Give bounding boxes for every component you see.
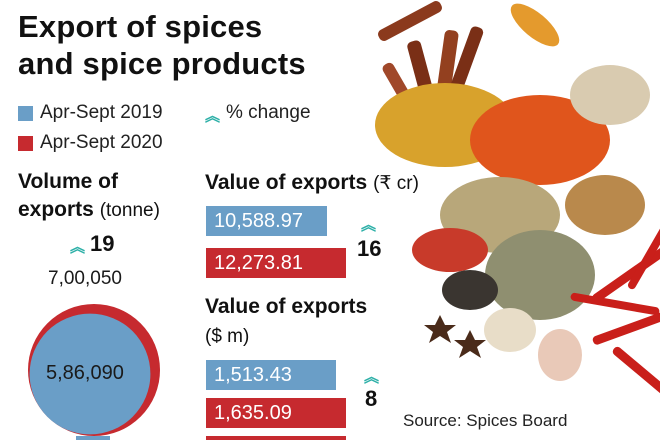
legend-label-change: % change xyxy=(226,102,311,123)
volume-bottom-tab xyxy=(76,436,110,440)
value-usd-heading-text: Value of exports xyxy=(205,295,368,318)
value-inr-unit: (₹ cr) xyxy=(373,173,419,194)
bar-inr-2020: 12,273.81 xyxy=(206,248,346,278)
spices-photo xyxy=(375,1,660,440)
source-note: Source: Spices Board xyxy=(403,411,568,430)
turmeric-root-image xyxy=(510,3,560,47)
volume-heading-line2-text: exports xyxy=(18,198,94,221)
bar-usd-2020: 1,635.09 xyxy=(206,398,346,428)
volume-2020-label: 7,00,050 xyxy=(48,268,122,289)
value-usd-unit: ($ m) xyxy=(205,326,250,347)
chili-powder-pile-image xyxy=(470,95,610,185)
source-backdrop xyxy=(395,400,545,440)
legend-label-2019: Apr-Sept 2019 xyxy=(40,102,163,123)
value-inr-heading-text: Value of exports xyxy=(205,171,368,194)
double-chevron-up-icon: ︽ xyxy=(205,108,220,125)
red-chillies-image xyxy=(570,218,660,402)
rosemary-pile-image xyxy=(485,230,595,320)
legend-label-2020: Apr-Sept 2020 xyxy=(40,132,163,153)
value-inr-change-icon: ︽ xyxy=(361,217,376,234)
title-line-1: Export of spices xyxy=(18,9,263,44)
volume-heading-line2: exports (tonne) xyxy=(18,196,160,225)
volume-circles xyxy=(28,304,160,440)
bar-inr-2019: 10,588.97 xyxy=(206,206,327,236)
value-inr-heading: Value of exports (₹ cr) xyxy=(205,171,419,195)
goji-berries-image xyxy=(412,228,488,272)
volume-circle-2019 xyxy=(29,313,151,435)
volume-heading-line1: Volume of xyxy=(18,170,118,193)
value-inr-pct-change: 16 xyxy=(357,236,382,261)
peppercorn-pile-image xyxy=(442,270,498,310)
title-line-2: and spice products xyxy=(18,46,306,81)
value-usd-heading: Value of exports ($ m) xyxy=(205,292,367,352)
volume-change-icon: ︽ xyxy=(70,239,85,256)
volume-unit: (tonne) xyxy=(99,200,160,221)
star-anise-image xyxy=(424,315,486,358)
volume-pct-change: 19 xyxy=(90,231,115,256)
bay-leaf-image xyxy=(570,65,650,125)
coriander-pile-image xyxy=(565,175,645,235)
volume-heading: Volume of exports (tonne) xyxy=(18,168,160,225)
value-usd-change-icon: ︽ xyxy=(364,369,379,386)
value-usd-pct-change: 8 xyxy=(365,386,378,411)
garlic-image xyxy=(538,329,582,381)
bar-usd-2019: 1,513.43 xyxy=(206,360,336,390)
chart-title: Export of spices and spice products xyxy=(18,8,306,82)
volume-2019-label: 5,86,090 xyxy=(46,362,124,384)
legend-swatch-2020 xyxy=(18,136,33,151)
value-usd-bottom-bar xyxy=(206,436,346,440)
legend-swatch-2019 xyxy=(18,106,33,121)
cardamom-pile-image xyxy=(484,308,536,352)
